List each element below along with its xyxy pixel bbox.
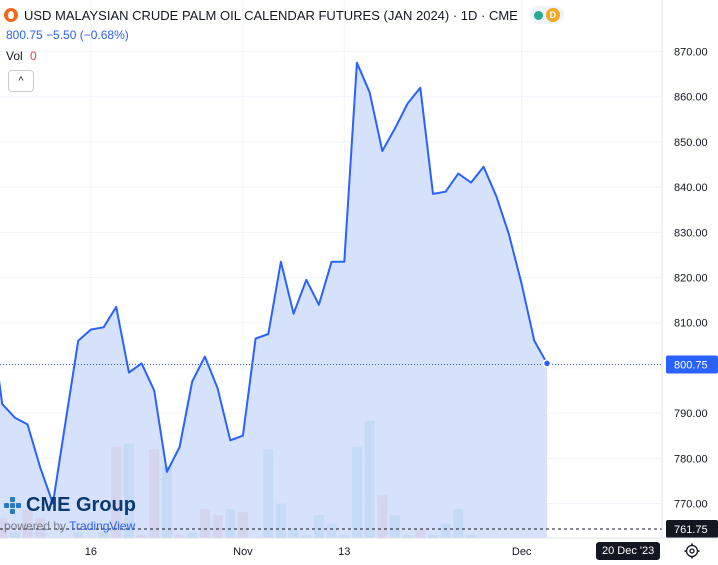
cme-globe-icon: [4, 496, 22, 515]
delayed-badge: D: [545, 8, 560, 22]
low-price-badge: [666, 520, 718, 538]
last-price-label: 800.75: [674, 360, 708, 372]
price-tick-label: 830.00: [674, 227, 708, 239]
gear-icon[interactable]: [684, 543, 700, 559]
tradingview-link[interactable]: TradingView: [69, 519, 136, 533]
price-line: [0, 61, 548, 505]
symbol-title[interactable]: USD MALAYSIAN CRUDE PALM OIL CALENDAR FU…: [24, 7, 518, 23]
low-price-label: 761.75: [674, 524, 708, 536]
powered-prefix: powered by: [4, 519, 67, 533]
volume-legend: Vol 0: [6, 49, 37, 63]
price-tick-label: 770.00: [674, 499, 708, 511]
market-status[interactable]: D: [529, 6, 564, 24]
time-tick-label: 13: [338, 546, 350, 558]
price-area: [0, 62, 547, 538]
price-tick-label: 790.00: [674, 408, 708, 420]
market-open-icon: [533, 10, 543, 20]
volume-value: 0: [30, 49, 37, 63]
price-tick-label: 810.00: [674, 318, 708, 330]
price-tick-label: 850.00: [674, 137, 708, 149]
time-tick-label: Dec: [512, 546, 532, 558]
cme-watermark: CME Group powered by TradingView: [4, 494, 136, 533]
price-tick-label: 780.00: [674, 453, 708, 465]
price-overlays: [0, 359, 662, 530]
volume-label: Vol: [6, 49, 23, 63]
collapse-legend-button[interactable]: ^: [8, 70, 34, 92]
price-tick-label: 820.00: [674, 273, 708, 285]
last-price-point: [542, 359, 552, 368]
price-tick-label: 840.00: [674, 182, 708, 194]
legend-header: USD MALAYSIAN CRUDE PALM OIL CALENDAR FU…: [4, 6, 564, 24]
price-tick-label: 870.00: [674, 47, 708, 59]
price-axis: 770.00780.00790.00800.00810.00820.00830.…: [661, 0, 718, 538]
price-axis-bg: [662, 0, 718, 538]
cme-brand-text: CME Group: [26, 494, 136, 516]
time-tick-label: Nov: [233, 546, 253, 558]
crosshair-date-label: 20 Dec '23: [596, 542, 661, 560]
last-price-badge: [666, 355, 718, 374]
time-tick-label: 16: [85, 546, 97, 558]
cme-logo: CME Group: [4, 494, 136, 517]
powered-by: powered by TradingView: [4, 519, 136, 533]
price-tick-label: 860.00: [674, 92, 708, 104]
price-change: 800.75 −5.50 (−0.68%): [6, 28, 129, 42]
flame-icon: [4, 8, 18, 22]
